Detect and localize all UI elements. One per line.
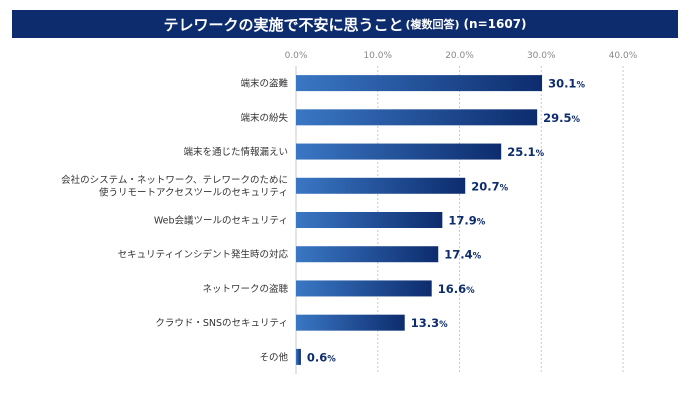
x-tick-label: 20.0% [445,51,474,61]
bar [296,348,301,365]
bar [296,314,405,331]
bar [296,109,538,126]
chart-sample-size: (n=1607) [463,17,527,31]
value-label: 30.1% [548,77,585,91]
value-label: 29.5% [543,111,580,125]
x-tick-label: 10.0% [363,51,392,61]
value-label: 17.4% [444,248,481,262]
category-label: クラウド・SNSのセキュリティ [155,318,288,329]
bar [296,75,543,92]
value-label: 16.6% [438,282,475,296]
x-tick-label: 0.0% [285,51,308,61]
category-label: 会社のシステム・ネットワーク、テレワークのために使うリモートアクセスツールのセキ… [61,174,288,199]
category-label: 端末の紛失 [240,112,288,124]
chart-title-note: (複数回答) [405,18,460,31]
bar [296,280,432,297]
category-label: 端末の盗難 [240,78,288,90]
x-tick-label: 40.0% [609,51,638,61]
value-label: 0.6% [307,350,336,364]
category-label: Web会議ツールのセキュリティ [154,215,288,227]
bar [296,246,439,263]
bar [296,143,502,160]
value-label: 13.3% [411,316,448,330]
chart-title: テレワークの実施で不安に思うこと [163,15,404,34]
x-tick-label: 30.0% [527,51,556,61]
value-label: 20.7% [471,179,508,193]
value-label: 25.1% [507,145,544,159]
category-label: その他 [259,351,288,363]
chart-title-bar: テレワークの実施で不安に思うこと (複数回答) (n=1607) [12,10,678,38]
category-label: ネットワークの盗聴 [202,283,288,295]
value-label: 17.9% [448,214,485,228]
category-label: 端末を通じた情報漏えい [183,146,288,158]
bar [296,212,443,228]
category-label: セキュリティインシデント発生時の対応 [118,249,289,261]
bar [296,177,466,194]
